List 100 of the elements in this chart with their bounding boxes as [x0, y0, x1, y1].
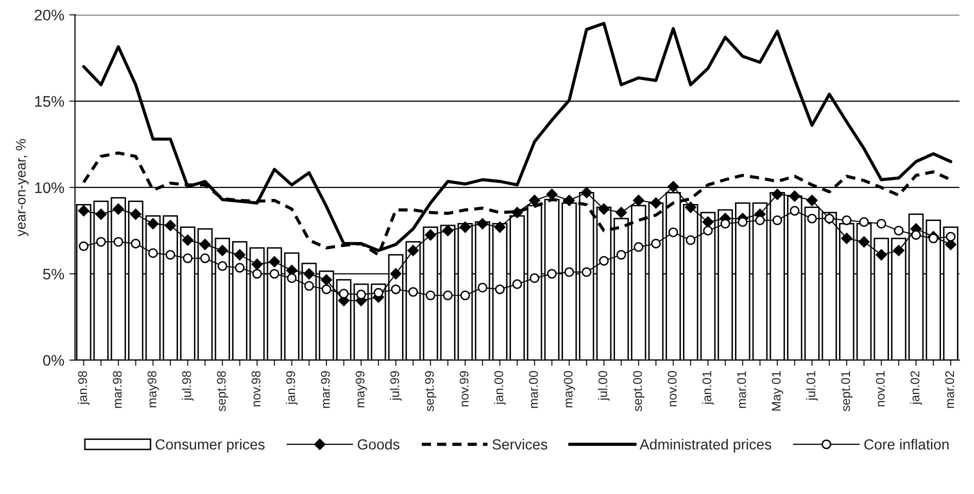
point	[303, 268, 315, 280]
point	[460, 222, 471, 233]
x-tick-label: nov.01	[876, 371, 885, 406]
x-tick-label: jul.99	[390, 371, 402, 401]
point	[893, 244, 904, 256]
point	[859, 217, 869, 227]
x-tick-label: jan.02	[910, 371, 922, 405]
x-tick-label: jan.01	[702, 371, 714, 405]
point	[200, 253, 210, 264]
x-tick-label: nov.98	[252, 371, 260, 406]
point	[651, 238, 661, 248]
point	[478, 282, 488, 292]
point	[182, 253, 193, 264]
x-tick-label: jul.98	[182, 371, 194, 401]
x-tick-label: sept.99	[424, 371, 436, 412]
point	[442, 225, 454, 236]
point	[547, 268, 557, 279]
point	[426, 290, 436, 300]
x-tick-label: jul.00	[598, 371, 610, 401]
x-tick-label: nov.00	[668, 371, 677, 406]
x-tick-label: jan.98	[78, 371, 90, 405]
point	[858, 236, 870, 248]
point	[580, 187, 592, 198]
point	[199, 238, 211, 250]
legend-label: Administrated prices	[640, 438, 772, 452]
point	[564, 267, 574, 277]
point	[582, 267, 592, 277]
legend-label: Consumer prices	[156, 438, 265, 452]
x-tick-label: mar.98	[112, 371, 122, 408]
point	[322, 284, 332, 294]
point	[112, 203, 124, 215]
point	[807, 214, 817, 224]
point	[546, 188, 558, 200]
x-tick-label: May 01	[772, 371, 784, 411]
x-tick-label: mar.01	[737, 371, 746, 408]
point	[95, 208, 107, 220]
point	[702, 216, 714, 228]
legend-label: Goods	[358, 438, 400, 450]
point	[130, 238, 141, 248]
x-tick-label: may99	[356, 371, 367, 408]
point	[685, 202, 696, 213]
point	[616, 206, 627, 218]
point	[650, 197, 662, 209]
point	[772, 188, 783, 200]
point	[806, 194, 818, 206]
point	[270, 268, 280, 279]
point	[390, 284, 401, 294]
point	[946, 232, 956, 242]
point	[494, 222, 506, 233]
point	[304, 281, 314, 291]
point	[147, 218, 159, 230]
point	[668, 181, 679, 192]
point	[476, 218, 488, 230]
point	[842, 215, 852, 226]
point	[218, 261, 228, 271]
point	[408, 287, 418, 297]
y-tick-label: 0%	[43, 354, 64, 366]
x-tick-label: jan.99	[286, 371, 298, 405]
point	[703, 226, 713, 236]
point	[598, 203, 610, 215]
point	[286, 273, 297, 283]
point	[632, 194, 644, 206]
x-tick-label: jan.00	[494, 371, 506, 405]
point	[928, 234, 938, 244]
point	[876, 249, 887, 260]
point	[252, 268, 262, 279]
point	[494, 284, 505, 294]
x-tick-label: mar.99	[320, 371, 330, 408]
point	[894, 226, 904, 236]
point	[738, 217, 748, 227]
point	[512, 279, 522, 290]
x-tick-label: nov.99	[460, 371, 469, 406]
point	[911, 230, 921, 240]
point	[113, 236, 124, 247]
point	[408, 244, 419, 256]
point	[634, 242, 644, 252]
point	[356, 290, 366, 300]
point	[616, 250, 626, 260]
y-tick-label: 5%	[43, 268, 64, 280]
y-tick-label: 15%	[35, 96, 64, 107]
point	[164, 220, 176, 232]
point	[841, 232, 852, 244]
point	[442, 290, 453, 300]
point	[234, 249, 246, 260]
y-axis-title: year-on-year, %	[16, 138, 28, 236]
y-tick-label: 20%	[34, 10, 64, 21]
x-tick-label: sept.98	[216, 371, 228, 412]
x-tick-label: mar.00	[529, 371, 538, 408]
point	[374, 288, 384, 298]
point	[790, 206, 800, 216]
point	[166, 250, 176, 260]
point	[130, 208, 142, 220]
point	[78, 205, 90, 216]
point	[182, 234, 194, 246]
point	[268, 256, 280, 268]
point	[320, 274, 332, 286]
point	[528, 194, 540, 206]
point	[78, 241, 89, 252]
point	[789, 190, 800, 202]
point	[512, 206, 523, 218]
